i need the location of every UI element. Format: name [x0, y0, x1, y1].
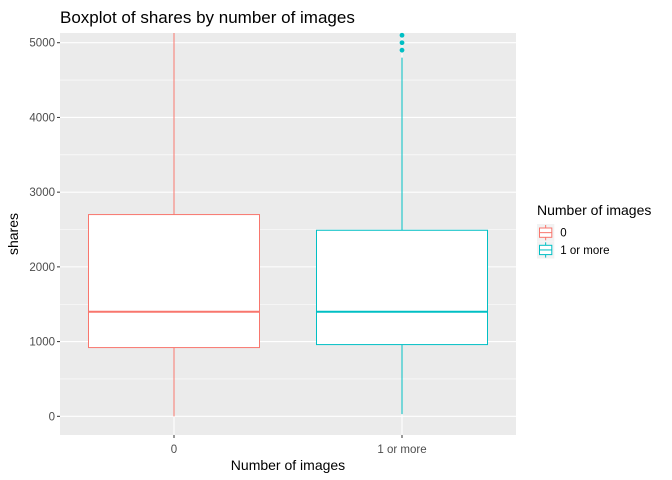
x-tick-label: 0: [171, 444, 177, 456]
boxplot-layer: [88, 32, 488, 417]
outlier-point: [399, 40, 405, 46]
y-tick-label: 5000: [29, 38, 55, 50]
legend-item: 1 or more: [537, 241, 610, 259]
box-one-or-more: [316, 32, 488, 415]
box-zero: [88, 33, 260, 417]
box-iqr: [316, 229, 488, 346]
y-tick-label: 3000: [29, 187, 55, 199]
y-tick-label: 0: [49, 411, 55, 423]
legend: Number of images 0 1 or more: [537, 202, 651, 259]
legend-item: 0: [537, 224, 567, 242]
legend-label: 0: [560, 228, 566, 240]
y-tick-label: 4000: [29, 112, 55, 124]
x-axis-ticks: 0 1 or more: [171, 435, 427, 456]
chart-title: Boxplot of shares by number of images: [60, 8, 355, 27]
y-tick-label: 2000: [29, 262, 55, 274]
legend-label: 1 or more: [560, 245, 609, 257]
y-axis-ticks: 0 1000 2000 3000 4000 5000: [29, 38, 60, 423]
box-iqr: [88, 214, 260, 349]
x-tick-label: 1 or more: [377, 444, 426, 456]
y-axis-title: shares: [5, 213, 21, 255]
outlier-point: [399, 47, 405, 53]
legend-title: Number of images: [537, 202, 651, 218]
x-axis-title: Number of images: [231, 457, 345, 473]
y-tick-label: 1000: [29, 337, 55, 349]
outlier-point: [399, 32, 405, 38]
